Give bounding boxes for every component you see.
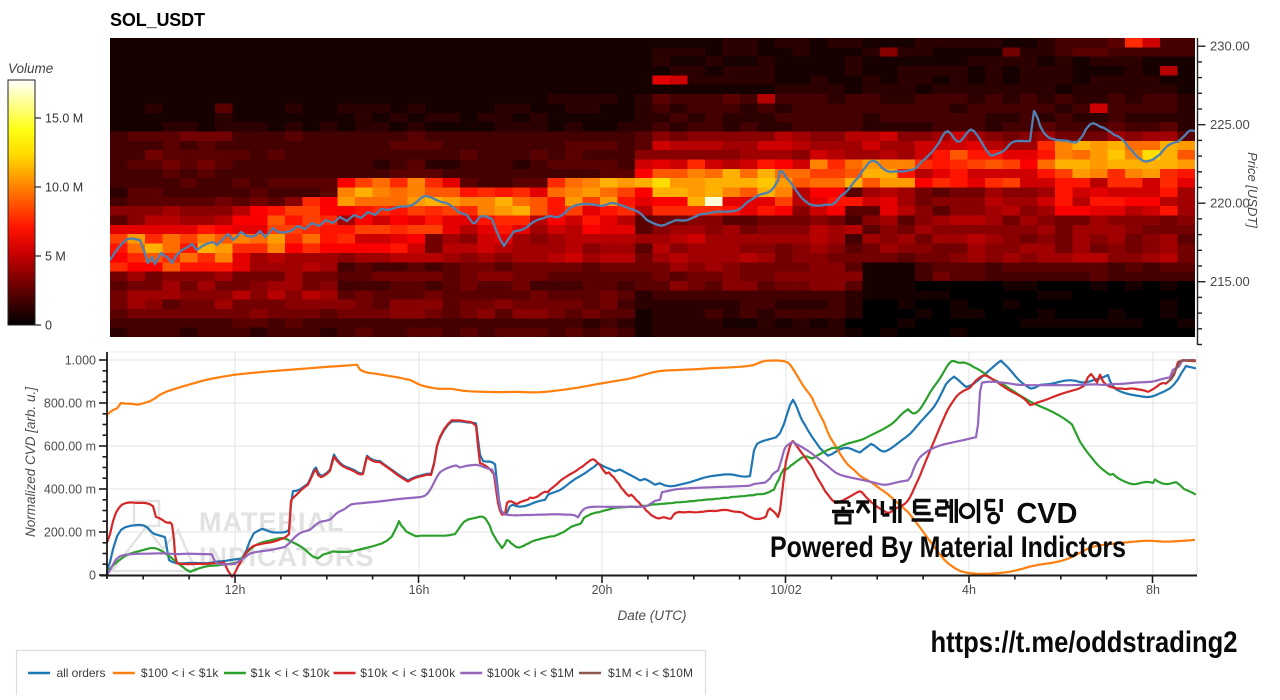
- svg-text:230.00: 230.00: [1210, 39, 1250, 54]
- svg-text:Volume: Volume: [8, 61, 53, 76]
- svg-text:https://t.me/oddstrading2: https://t.me/oddstrading2: [931, 626, 1238, 659]
- svg-text:$1k < i < $10k: $1k < i < $10k: [251, 666, 331, 680]
- svg-text:0: 0: [89, 569, 96, 583]
- svg-text:800.00 m: 800.00 m: [44, 397, 96, 411]
- svg-text:1.000: 1.000: [65, 354, 96, 368]
- svg-text:$1M < i < $10M: $1M < i < $10M: [608, 666, 693, 680]
- svg-text:CVD: CVD: [1016, 498, 1077, 530]
- svg-text:Date (UTC): Date (UTC): [617, 608, 686, 623]
- svg-text:12h: 12h: [225, 583, 246, 597]
- svg-text:400.00 m: 400.00 m: [44, 483, 96, 497]
- svg-text:$100 < i < $1k: $100 < i < $1k: [141, 666, 220, 680]
- svg-text:220.00: 220.00: [1210, 196, 1250, 211]
- svg-text:all orders: all orders: [57, 666, 106, 680]
- svg-text:15.0 M: 15.0 M: [45, 112, 83, 126]
- svg-text:200.00 m: 200.00 m: [44, 526, 96, 540]
- svg-text:0: 0: [45, 319, 52, 333]
- svg-text:225.00: 225.00: [1210, 117, 1250, 132]
- svg-text:215.00: 215.00: [1210, 274, 1250, 289]
- svg-text:$100k < i < $1M: $100k < i < $1M: [487, 666, 574, 680]
- svg-text:10/02: 10/02: [770, 583, 801, 597]
- svg-text:5 M: 5 M: [45, 250, 66, 264]
- svg-text:600.00 m: 600.00 m: [44, 440, 96, 454]
- svg-text:10.0 M: 10.0 M: [45, 181, 83, 195]
- svg-text:Powered By Material Indictors: Powered By Material Indictors: [770, 531, 1126, 564]
- svg-text:$10k < i < $100k: $10k < i < $100k: [360, 666, 456, 680]
- svg-text:20h: 20h: [592, 583, 613, 597]
- svg-text:16h: 16h: [409, 583, 430, 597]
- svg-text:8h: 8h: [1146, 583, 1160, 597]
- svg-text:Normalized CVD [arb. u.]: Normalized CVD [arb. u.]: [23, 386, 38, 537]
- svg-text:Price [USDT]: Price [USDT]: [1245, 152, 1260, 228]
- svg-text:SOL_USDT: SOL_USDT: [110, 10, 205, 30]
- svg-text:4h: 4h: [962, 583, 976, 597]
